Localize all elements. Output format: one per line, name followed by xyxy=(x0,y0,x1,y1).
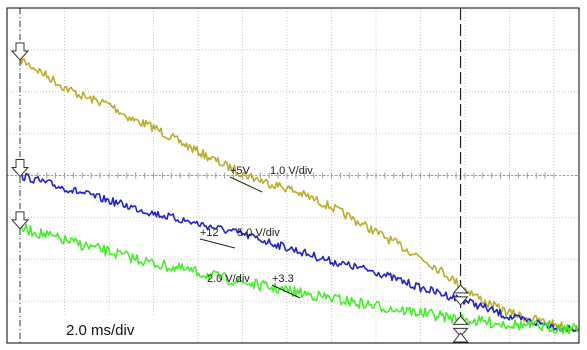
screen-frame xyxy=(6,7,580,344)
cursor-arrow-up xyxy=(452,315,469,325)
label-3v3-scale: 2.0 V/div xyxy=(207,273,250,285)
marker-33 xyxy=(10,211,30,230)
label-3v3-name: +3.3 xyxy=(272,273,294,285)
timebase-label: 2.0 ms/div xyxy=(66,322,135,339)
label-leader-5v xyxy=(229,176,263,193)
cursor-arrow-down xyxy=(452,296,469,306)
cursor-arrow-bottom xyxy=(452,332,469,343)
label-5v-scale: 1.0 V/div xyxy=(270,165,313,177)
trace-33 xyxy=(19,222,579,335)
time-cursor xyxy=(452,8,469,343)
label-leader-12 xyxy=(199,238,236,249)
marker-5V xyxy=(10,42,30,61)
channel-ground-markers xyxy=(10,42,30,230)
label-12-name: +12 xyxy=(200,227,219,239)
label-leader-3v3 xyxy=(271,284,301,299)
label-5v-name: +5V xyxy=(230,165,251,177)
marker-12 xyxy=(10,159,30,178)
timebase-box xyxy=(52,315,172,343)
trace-labels: +5V 1.0 V/div +12 5.0 V/div 2.0 V/div +3… xyxy=(199,165,313,299)
waveform-traces xyxy=(19,54,579,335)
trace-5V xyxy=(19,54,579,333)
label-12-scale: 5.0 V/div xyxy=(237,227,280,239)
cursor-arrow-up xyxy=(452,284,469,294)
trace-12 xyxy=(19,171,579,332)
